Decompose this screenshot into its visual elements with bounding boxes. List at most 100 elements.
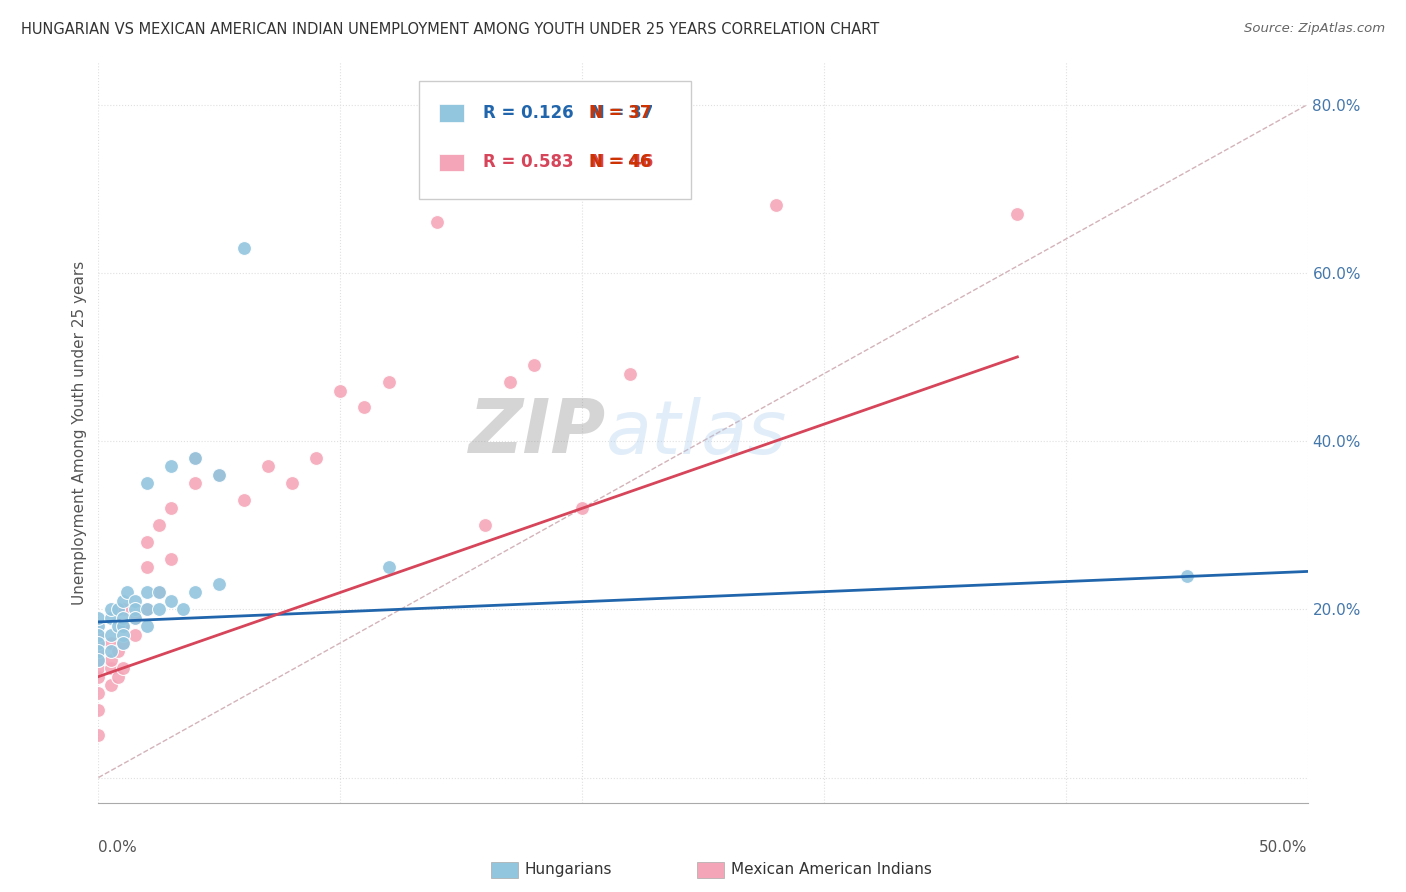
Point (184, 450, 207, 465)
Point (160, 501, 183, 516)
Point (377, 560, 399, 574)
Point (117, 585, 139, 599)
Point (87, 636, 110, 650)
Point (87, 636, 110, 650)
Point (111, 619, 134, 633)
Point (124, 610, 146, 624)
Point (87, 703, 110, 717)
Point (1007, 207, 1029, 221)
Point (100, 644, 122, 658)
Point (232, 492, 254, 507)
Point (111, 636, 134, 650)
Point (160, 459, 183, 474)
Point (353, 401, 375, 415)
Text: N = 46: N = 46 (589, 153, 652, 171)
FancyBboxPatch shape (419, 81, 690, 200)
Point (377, 375, 399, 389)
Point (87, 670, 110, 684)
Point (87, 644, 110, 658)
Text: atlas: atlas (606, 397, 787, 468)
Point (256, 459, 278, 474)
Point (100, 602, 122, 616)
Point (172, 602, 194, 616)
Point (87, 661, 110, 675)
Point (100, 610, 122, 624)
Point (87, 729, 110, 743)
Point (160, 594, 183, 608)
Point (184, 476, 207, 491)
FancyBboxPatch shape (492, 862, 517, 879)
Point (100, 627, 122, 641)
Point (124, 627, 146, 641)
Point (124, 602, 146, 616)
Point (135, 476, 157, 491)
Point (619, 367, 641, 381)
Text: Source: ZipAtlas.com: Source: ZipAtlas.com (1244, 22, 1385, 36)
Point (1175, 568, 1198, 582)
Point (474, 518, 496, 533)
Point (148, 518, 170, 533)
Point (148, 602, 170, 616)
Point (281, 476, 304, 491)
Text: N = 37: N = 37 (589, 103, 652, 122)
Point (111, 610, 134, 624)
Point (184, 450, 207, 465)
Point (87, 686, 110, 700)
Text: ZIP: ZIP (470, 396, 606, 469)
Point (148, 585, 170, 599)
Point (111, 636, 134, 650)
Point (135, 602, 157, 616)
Text: Mexican American Indians: Mexican American Indians (731, 862, 932, 877)
Point (107, 644, 129, 658)
Point (184, 585, 207, 599)
Point (232, 240, 254, 255)
Point (135, 535, 157, 549)
Point (135, 602, 157, 616)
Point (107, 602, 129, 616)
Point (87, 627, 110, 641)
Point (87, 653, 110, 667)
Text: Hungarians: Hungarians (524, 862, 612, 877)
Point (111, 602, 134, 616)
Point (100, 653, 122, 667)
FancyBboxPatch shape (440, 153, 464, 171)
Point (87, 610, 110, 624)
Point (87, 653, 110, 667)
Point (87, 627, 110, 641)
Point (124, 610, 146, 624)
Point (160, 551, 183, 566)
Point (124, 594, 146, 608)
Point (148, 585, 170, 599)
Point (111, 661, 134, 675)
Point (100, 678, 122, 692)
Text: R = 0.583   N = 46: R = 0.583 N = 46 (482, 153, 654, 171)
Text: HUNGARIAN VS MEXICAN AMERICAN INDIAN UNEMPLOYMENT AMONG YOUTH UNDER 25 YEARS COR: HUNGARIAN VS MEXICAN AMERICAN INDIAN UNE… (21, 22, 879, 37)
Text: R = 0.126   N = 37: R = 0.126 N = 37 (482, 103, 654, 122)
Point (426, 215, 449, 229)
Point (523, 359, 546, 373)
Text: 50.0%: 50.0% (1260, 840, 1308, 855)
Point (305, 450, 328, 465)
Point (135, 619, 157, 633)
Y-axis label: Unemployment Among Youth under 25 years: Unemployment Among Youth under 25 years (72, 260, 87, 605)
Point (100, 661, 122, 675)
Point (107, 619, 129, 633)
Text: 0.0%: 0.0% (98, 840, 138, 855)
Point (107, 670, 129, 684)
Point (111, 594, 134, 608)
Point (208, 577, 231, 591)
Point (571, 501, 593, 516)
Point (208, 467, 231, 482)
Point (135, 585, 157, 599)
Point (765, 198, 787, 212)
Point (87, 619, 110, 633)
Point (100, 636, 122, 650)
Point (111, 619, 134, 633)
Point (87, 644, 110, 658)
Point (329, 384, 352, 398)
Point (135, 560, 157, 574)
FancyBboxPatch shape (440, 103, 464, 121)
FancyBboxPatch shape (697, 862, 724, 879)
Point (111, 627, 134, 641)
Point (208, 467, 231, 482)
